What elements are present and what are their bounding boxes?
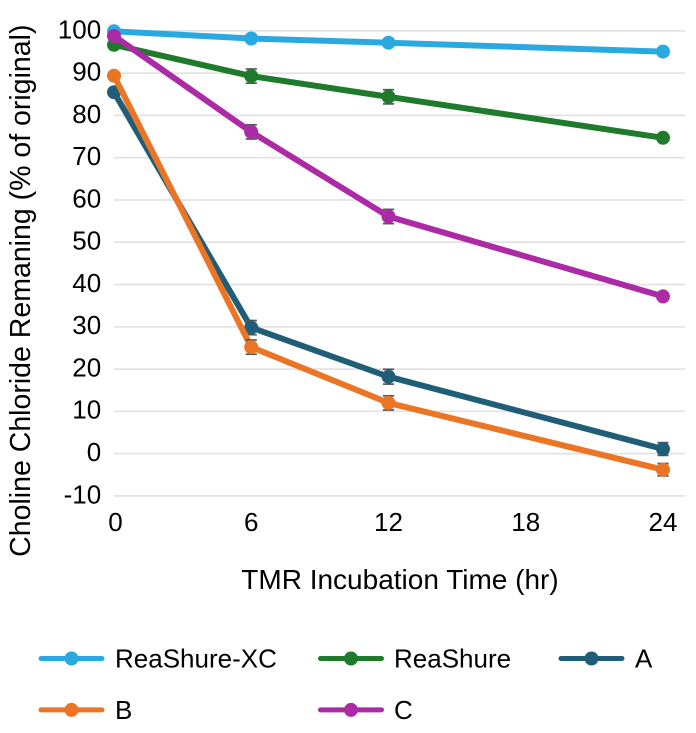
svg-text:50: 50	[72, 226, 101, 256]
svg-text:70: 70	[72, 141, 101, 171]
svg-text:60: 60	[72, 183, 101, 213]
svg-text:ReaShure-XC: ReaShure-XC	[115, 644, 277, 674]
svg-text:20: 20	[72, 353, 101, 383]
svg-text:Choline Chloride Remaning (% o: Choline Chloride Remaning (% of original…	[5, 25, 37, 557]
svg-text:100: 100	[58, 14, 101, 44]
svg-text:40: 40	[72, 268, 101, 298]
svg-text:30: 30	[72, 310, 101, 340]
svg-text:B: B	[115, 695, 132, 725]
svg-text:24: 24	[649, 507, 678, 537]
svg-text:18: 18	[511, 507, 540, 537]
svg-text:TMR Incubation Time (hr): TMR Incubation Time (hr)	[241, 564, 558, 595]
svg-text:0: 0	[108, 507, 122, 537]
svg-text:80: 80	[72, 99, 101, 129]
svg-text:0: 0	[87, 437, 101, 467]
svg-text:10: 10	[72, 395, 101, 425]
svg-text:ReaShure: ReaShure	[394, 644, 511, 674]
svg-text:90: 90	[72, 57, 101, 87]
svg-text:-10: -10	[64, 479, 102, 509]
svg-text:C: C	[394, 695, 413, 725]
svg-text:6: 6	[244, 507, 258, 537]
svg-text:12: 12	[374, 507, 403, 537]
svg-text:A: A	[635, 644, 653, 674]
